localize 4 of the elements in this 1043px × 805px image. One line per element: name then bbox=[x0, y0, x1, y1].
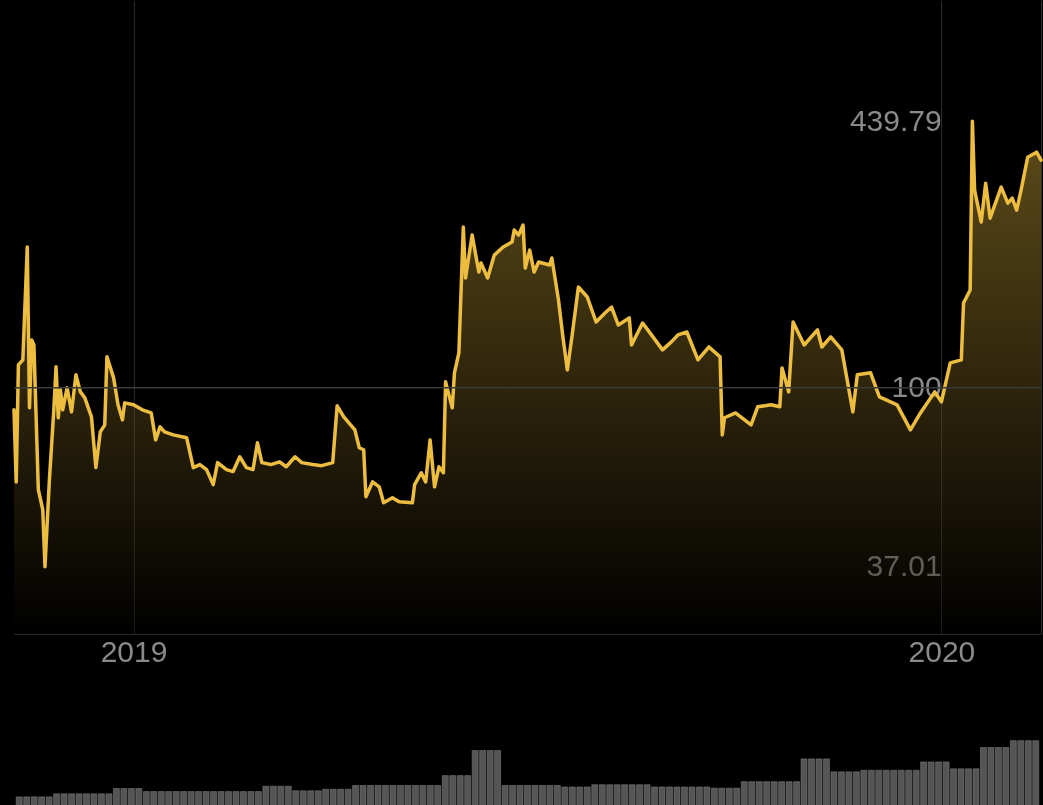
x-tick-label: 2019 bbox=[100, 635, 168, 669]
x-tick-label: 2020 bbox=[908, 635, 976, 669]
y-tick-label: 37.01 bbox=[866, 549, 942, 583]
y-tick-label: 439.79 bbox=[849, 103, 942, 137]
